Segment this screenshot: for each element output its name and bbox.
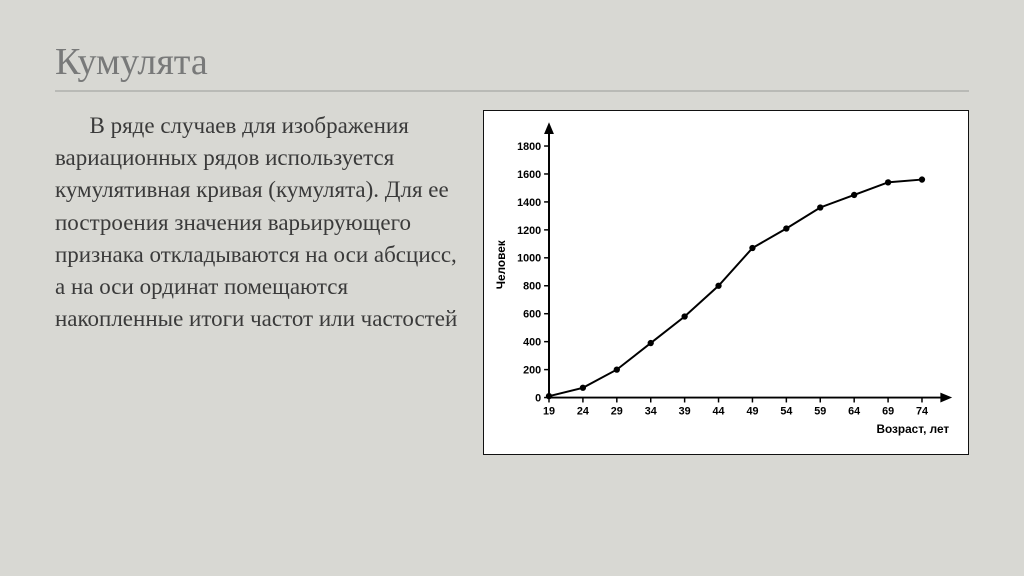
svg-text:800: 800 bbox=[523, 281, 541, 293]
svg-text:Возраст, лет: Возраст, лет bbox=[876, 422, 949, 436]
svg-text:39: 39 bbox=[679, 405, 691, 417]
svg-text:200: 200 bbox=[523, 365, 541, 377]
svg-text:44: 44 bbox=[713, 405, 725, 417]
chart-svg: 0 200 400 600 800 1000 1200 1400 1600 1800 19 24 29 3… bbox=[490, 117, 962, 448]
svg-text:1000: 1000 bbox=[517, 253, 541, 265]
body-paragraph: В ряде случаев для изображения вариацион… bbox=[55, 110, 465, 335]
cumulative-chart: 0 200 400 600 800 1000 1200 1400 1600 1800 19 24 29 3… bbox=[483, 110, 969, 455]
svg-text:1400: 1400 bbox=[517, 197, 541, 209]
svg-text:34: 34 bbox=[645, 405, 657, 417]
svg-text:600: 600 bbox=[523, 309, 541, 321]
svg-text:1600: 1600 bbox=[517, 169, 541, 181]
page-title: Кумулята bbox=[55, 40, 969, 84]
title-rule bbox=[55, 90, 969, 92]
svg-text:24: 24 bbox=[577, 405, 589, 417]
svg-text:1800: 1800 bbox=[517, 141, 541, 153]
svg-text:69: 69 bbox=[882, 405, 894, 417]
svg-text:0: 0 bbox=[535, 392, 541, 404]
svg-text:49: 49 bbox=[746, 405, 758, 417]
svg-text:1200: 1200 bbox=[517, 225, 541, 237]
svg-text:59: 59 bbox=[814, 405, 826, 417]
svg-text:29: 29 bbox=[611, 405, 623, 417]
svg-text:74: 74 bbox=[916, 405, 928, 417]
svg-text:64: 64 bbox=[848, 405, 860, 417]
content-row: В ряде случаев для изображения вариацион… bbox=[55, 110, 969, 455]
svg-text:Человек: Человек bbox=[494, 240, 508, 289]
svg-text:400: 400 bbox=[523, 337, 541, 349]
svg-text:19: 19 bbox=[543, 405, 555, 417]
svg-text:54: 54 bbox=[780, 405, 792, 417]
